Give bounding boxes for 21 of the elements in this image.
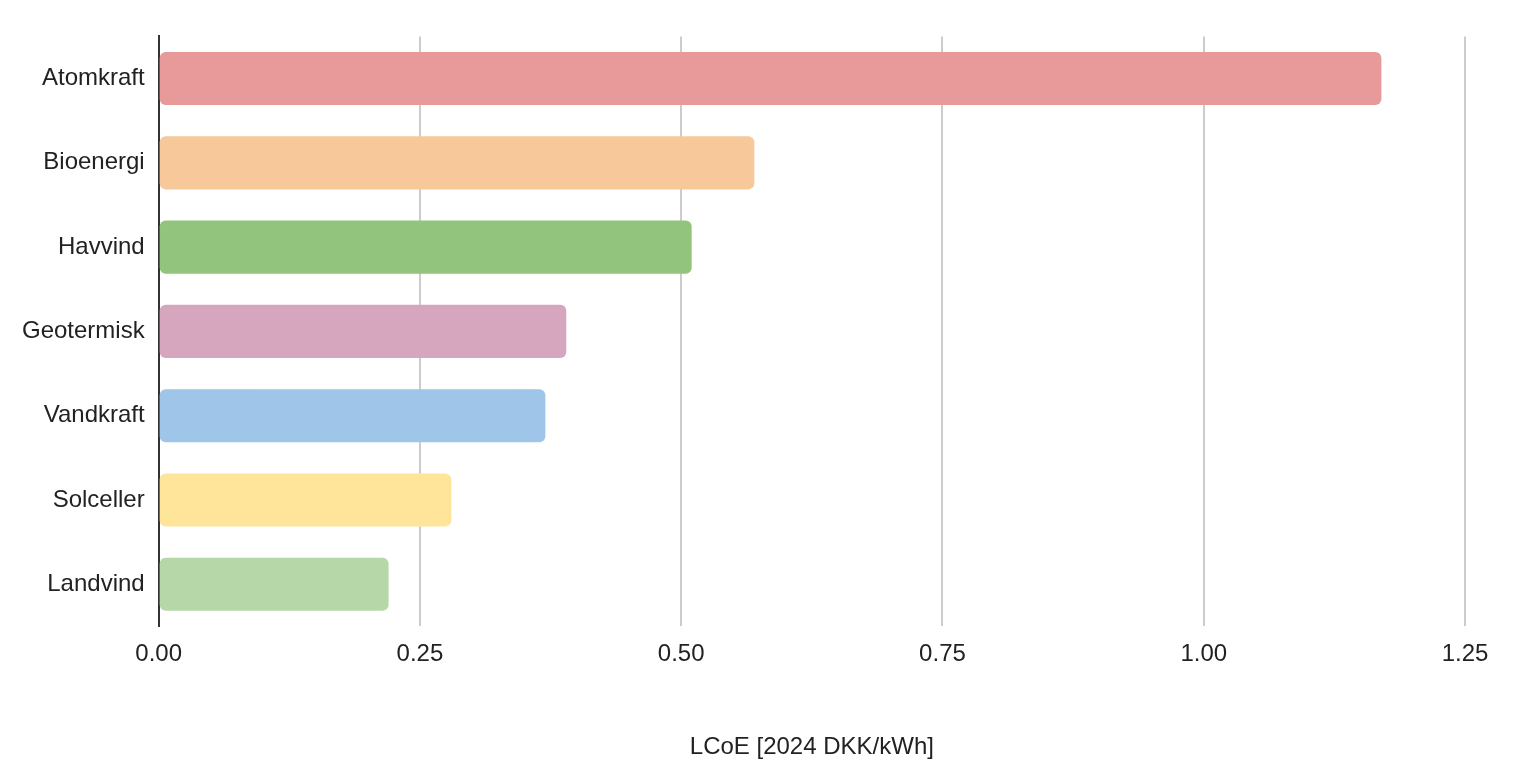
bar bbox=[159, 220, 692, 274]
x-tick-label: 1.25 bbox=[1441, 639, 1489, 667]
bar bbox=[159, 389, 546, 443]
bar bbox=[159, 557, 389, 611]
x-axis-title: LCoE [2024 DKK/kWh] bbox=[689, 732, 934, 760]
x-tick-label: 0.25 bbox=[396, 639, 444, 667]
x-tick-label: 0.00 bbox=[135, 639, 183, 667]
bar bbox=[159, 136, 755, 190]
x-tick-label: 1.00 bbox=[1180, 639, 1228, 667]
x-tick-label: 0.75 bbox=[919, 639, 966, 667]
y-tick-label: Solceller bbox=[52, 484, 145, 512]
bar bbox=[159, 473, 452, 527]
bar bbox=[159, 51, 1382, 106]
y-tick-label: Geotermisk bbox=[21, 316, 146, 344]
y-tick-label: Landvind bbox=[47, 568, 145, 596]
y-tick-label: Bioenergi bbox=[43, 147, 145, 175]
y-tick-label: Atomkraft bbox=[41, 63, 146, 91]
x-tick-label: 0.50 bbox=[657, 639, 705, 667]
bar bbox=[159, 304, 567, 358]
y-tick-label: Havvind bbox=[57, 231, 145, 259]
y-tick-label: Vandkraft bbox=[43, 400, 146, 428]
